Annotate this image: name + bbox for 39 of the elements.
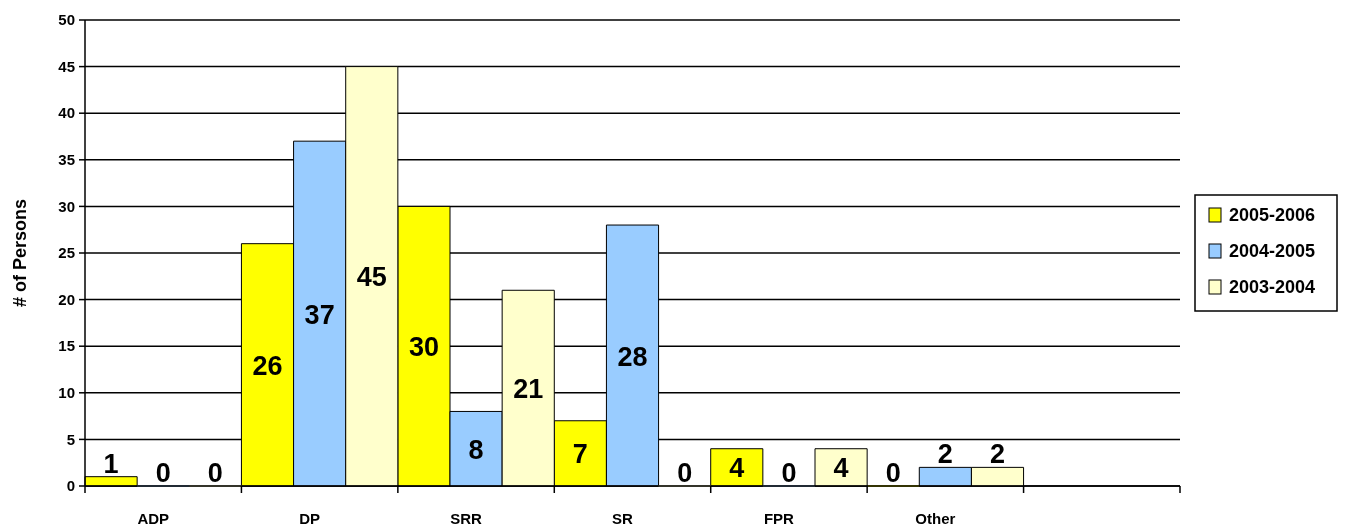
y-tick-label: 45 <box>58 57 75 75</box>
y-tick-label: 15 <box>58 337 75 355</box>
y-axis-title: # of Persons <box>10 198 30 308</box>
data-label: 4 <box>729 453 745 484</box>
x-tick-label: Other <box>915 510 956 527</box>
legend-label: 2003-2004 <box>1229 277 1316 298</box>
y-tick-label: 0 <box>66 477 75 495</box>
y-tick-label: 35 <box>58 151 75 169</box>
data-label: 21 <box>513 374 544 405</box>
data-label: 0 <box>677 458 693 488</box>
y-tick-label: 10 <box>58 384 75 402</box>
data-label: 0 <box>155 458 171 488</box>
y-tick-label: 5 <box>66 430 75 448</box>
data-label: 1 <box>103 448 119 479</box>
x-tick-label: ADP <box>137 510 170 527</box>
legend-label: 2004-2005 <box>1229 241 1316 262</box>
data-label: 28 <box>617 341 648 372</box>
data-label: 2 <box>937 439 953 470</box>
data-label: 30 <box>408 332 439 363</box>
data-label: 0 <box>781 458 797 488</box>
data-label: 0 <box>207 458 223 488</box>
x-tick-label: SR <box>612 510 634 527</box>
data-label: 26 <box>252 350 283 381</box>
data-label: 37 <box>304 299 335 330</box>
data-label: 2 <box>989 439 1006 470</box>
y-tick-label: 20 <box>58 290 75 308</box>
legend-label: 2005-2006 <box>1229 205 1316 226</box>
x-tick-label: FPR <box>763 510 795 527</box>
data-label: 7 <box>572 439 588 470</box>
y-tick-label: 50 <box>58 11 75 29</box>
y-tick-label: 30 <box>58 197 75 215</box>
x-tick-label: SRR <box>450 510 483 527</box>
data-label: 8 <box>468 434 484 465</box>
data-label: 45 <box>356 262 387 293</box>
y-tick-label: 25 <box>58 244 75 262</box>
data-label: 4 <box>833 453 849 484</box>
y-tick-label: 40 <box>58 104 75 122</box>
data-label: 0 <box>885 458 901 488</box>
x-tick-label: DP <box>299 510 321 527</box>
